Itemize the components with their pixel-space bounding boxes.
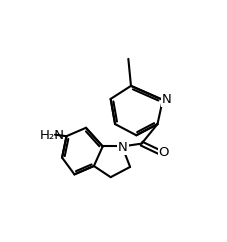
Text: O: O — [158, 145, 168, 159]
Text: H₂N: H₂N — [40, 129, 65, 142]
Text: N: N — [118, 141, 127, 154]
Text: N: N — [161, 93, 171, 106]
